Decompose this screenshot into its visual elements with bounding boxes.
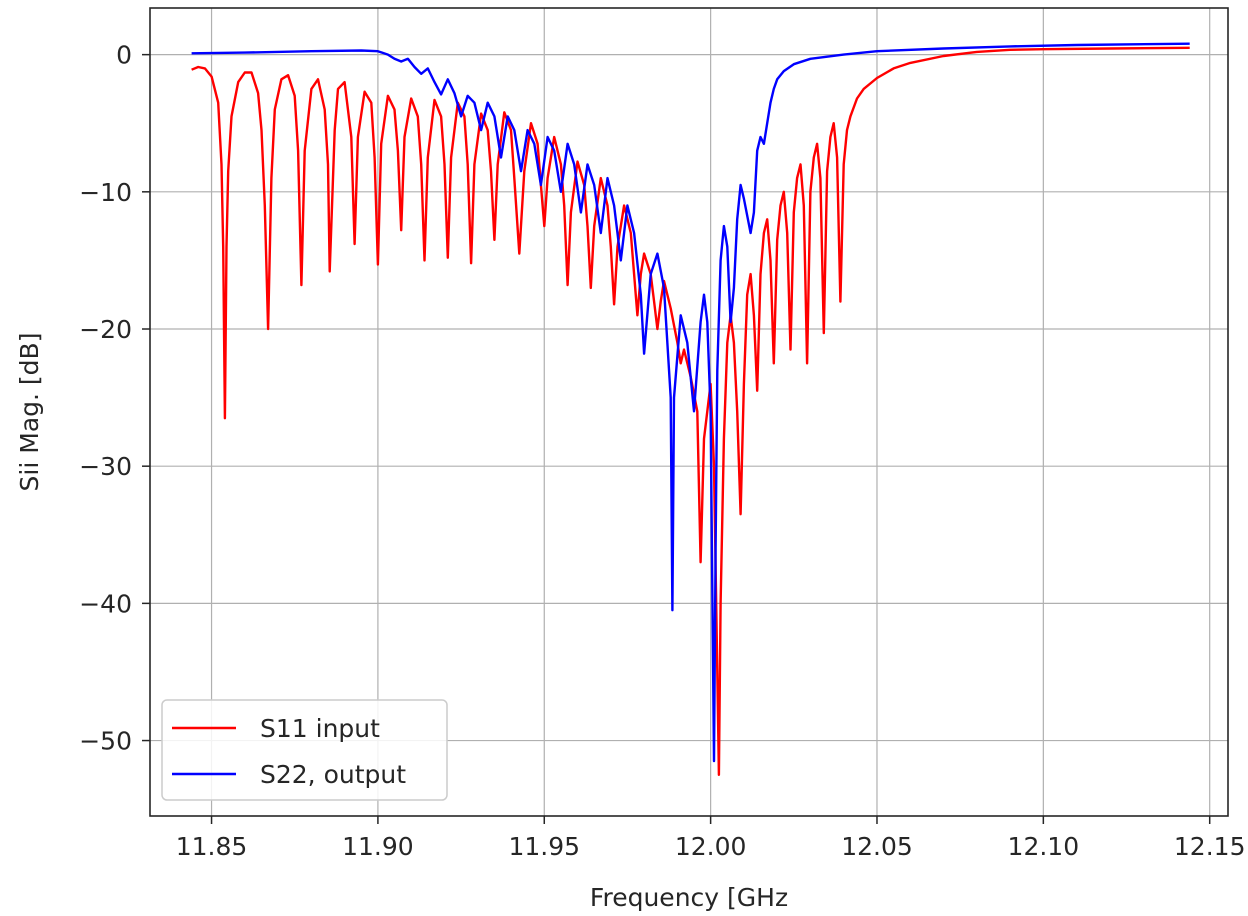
x-tick-label: 11.95 bbox=[508, 832, 580, 861]
legend-label-s22: S22, output bbox=[260, 760, 406, 789]
y-axis-label: Sii Mag. [dB] bbox=[15, 333, 44, 492]
x-tick-label: 11.85 bbox=[176, 832, 248, 861]
grid bbox=[150, 8, 1228, 816]
series-layer bbox=[191, 42, 1190, 776]
x-tick-label: 12.00 bbox=[675, 832, 747, 861]
y-tick-label: −20 bbox=[79, 315, 132, 344]
x-tick-label: 12.05 bbox=[841, 832, 913, 861]
y-tick-label: 0 bbox=[116, 41, 132, 70]
x-axis: 11.85 11.90 11.95 12.00 12.05 12.10 12.15 bbox=[176, 816, 1246, 861]
series-line-s22 bbox=[191, 42, 1190, 763]
x-tick-label: 11.90 bbox=[342, 832, 414, 861]
x-axis-label: Frequency [GHz bbox=[590, 883, 788, 912]
legend-label-s11: S11 input bbox=[260, 714, 380, 743]
legend: S11 input S22, output bbox=[161, 699, 448, 801]
y-tick-label: −10 bbox=[79, 178, 132, 207]
y-tick-label: −50 bbox=[79, 727, 132, 756]
plot-frame bbox=[149, 7, 1229, 817]
y-tick-label: −30 bbox=[79, 452, 132, 481]
y-tick-label: −40 bbox=[79, 589, 132, 618]
y-axis: 0 −10 −20 −30 −40 −50 bbox=[79, 41, 150, 756]
x-tick-label: 12.10 bbox=[1008, 832, 1080, 861]
x-tick-label: 12.15 bbox=[1174, 832, 1246, 861]
